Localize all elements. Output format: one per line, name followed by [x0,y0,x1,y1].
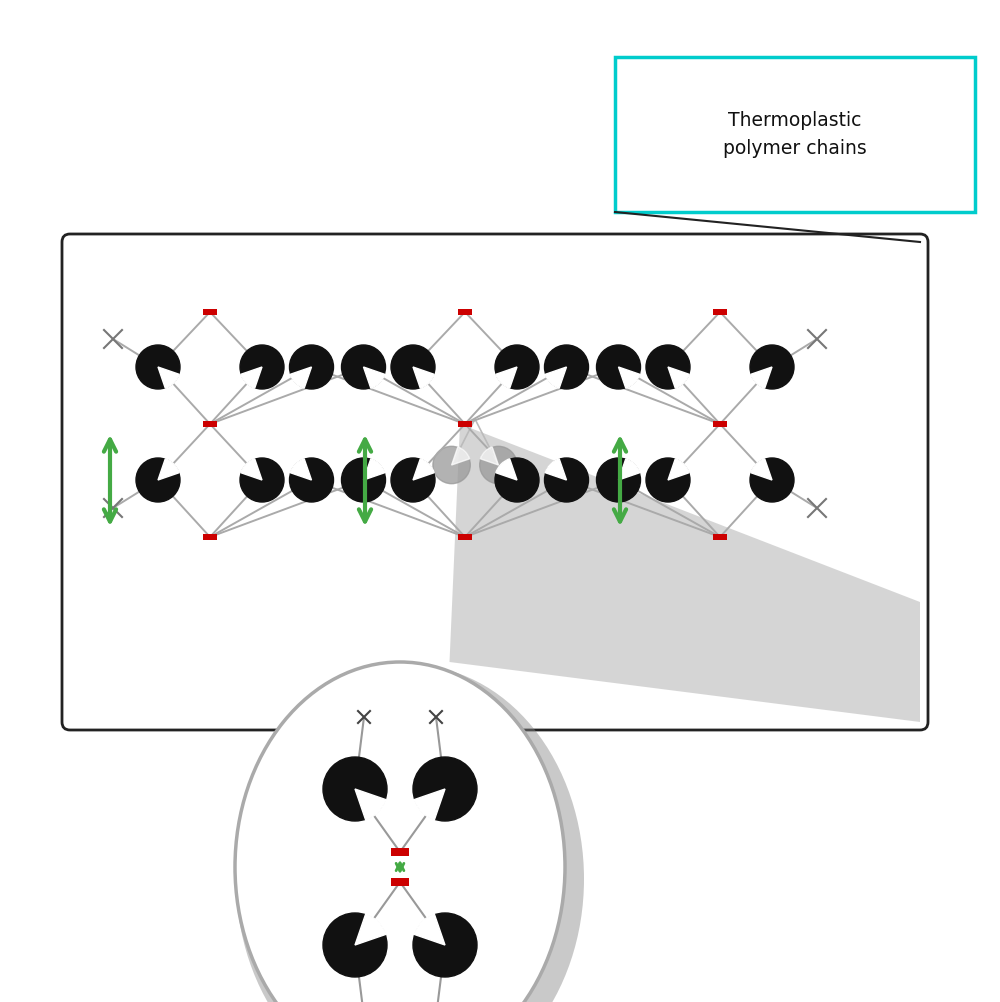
Wedge shape [751,459,772,480]
Circle shape [544,345,589,389]
Circle shape [240,458,284,502]
Bar [391,848,409,856]
Circle shape [413,913,477,977]
Wedge shape [668,459,689,480]
Circle shape [323,913,387,977]
Wedge shape [496,459,517,480]
Circle shape [136,458,180,502]
Circle shape [750,345,794,389]
Bar [458,309,472,316]
Circle shape [433,446,470,484]
Circle shape [290,458,334,502]
Bar [391,878,409,886]
Wedge shape [290,459,312,480]
Wedge shape [413,459,434,480]
Wedge shape [545,459,567,480]
Bar [203,421,217,427]
Circle shape [646,345,690,389]
Circle shape [750,458,794,502]
Circle shape [596,345,640,389]
Wedge shape [452,447,470,465]
Circle shape [646,458,690,502]
Bar [615,57,975,212]
Circle shape [342,458,386,502]
Circle shape [495,345,539,389]
Wedge shape [413,367,434,388]
Bar [203,534,217,540]
Wedge shape [158,459,179,480]
Wedge shape [241,459,262,480]
Bar [458,421,472,427]
Ellipse shape [236,665,584,1002]
Ellipse shape [235,662,565,1002]
Wedge shape [364,367,385,388]
Wedge shape [618,459,640,480]
Circle shape [480,446,517,484]
Wedge shape [355,914,386,945]
Bar [458,534,472,540]
Bar [713,534,727,540]
Wedge shape [668,367,689,388]
Wedge shape [290,367,312,388]
Bar [203,309,217,316]
Wedge shape [545,367,567,388]
Wedge shape [355,789,386,820]
Circle shape [323,757,387,821]
Circle shape [391,458,435,502]
Bar [713,421,727,427]
Wedge shape [158,367,179,388]
Wedge shape [618,367,640,388]
Polygon shape [450,424,920,722]
Wedge shape [480,447,498,465]
FancyBboxPatch shape [62,234,928,730]
Circle shape [596,458,640,502]
Circle shape [136,345,180,389]
Wedge shape [751,367,772,388]
Circle shape [391,345,435,389]
Text: Thermoplastic
polymer chains: Thermoplastic polymer chains [723,111,867,158]
Wedge shape [364,459,385,480]
Wedge shape [241,367,262,388]
Circle shape [342,345,386,389]
Circle shape [413,757,477,821]
Bar [713,309,727,316]
Circle shape [544,458,589,502]
Circle shape [240,345,284,389]
Wedge shape [414,789,445,820]
Circle shape [495,458,539,502]
Wedge shape [414,914,445,945]
Circle shape [290,345,334,389]
Wedge shape [496,367,517,388]
